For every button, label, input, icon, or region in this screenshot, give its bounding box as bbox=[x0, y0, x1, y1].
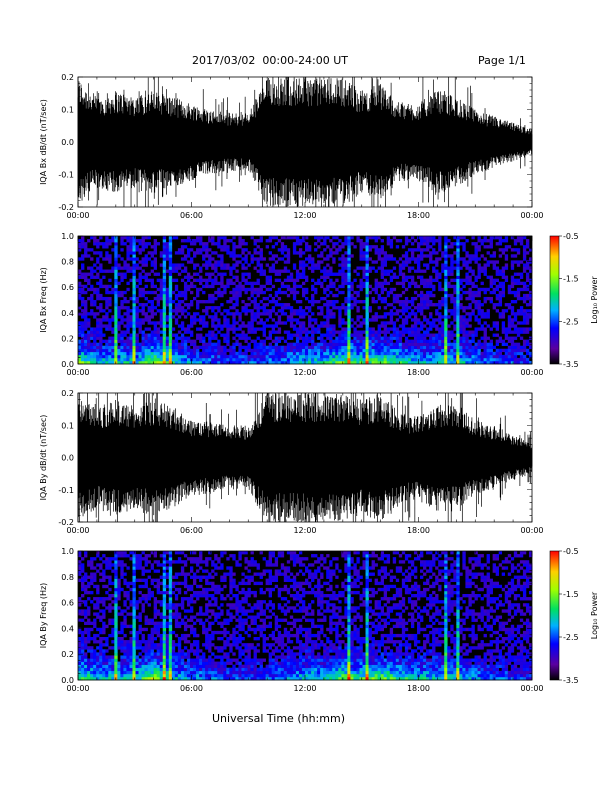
x-tick-label: 06:00 bbox=[180, 368, 203, 377]
y-tick-label: 0.0 bbox=[61, 676, 74, 685]
y-tick-label: -0.2 bbox=[58, 518, 74, 527]
axis-ticks bbox=[77, 550, 533, 681]
x-tick-label: 00:00 bbox=[520, 526, 543, 535]
colorbar-tick-label: -3.5 bbox=[563, 676, 579, 685]
x-tick-label: 18:00 bbox=[407, 368, 430, 377]
y-tick-label: 0.6 bbox=[61, 599, 74, 608]
panel-2: -0.5 -1.5 -2.5 -3.5 Log₁₀ Power 0.0 0.2 0.4 0.6 0… bbox=[39, 232, 599, 377]
x-tick-label: 00:00 bbox=[66, 526, 89, 535]
x-tick-label: 00:00 bbox=[520, 211, 543, 220]
panel-1: -0.2 -0.1 0.0 0.1 0.2 00:00 06:00 12:00 18:00 00:… bbox=[39, 73, 544, 220]
y-tick-label: 1.0 bbox=[61, 232, 74, 241]
y-axis-label: IQA Bx dB/dt (nT/sec) bbox=[39, 99, 48, 185]
y-tick-label: 0.6 bbox=[61, 283, 74, 292]
x-tick-label: 12:00 bbox=[293, 526, 316, 535]
waveform-trace bbox=[77, 77, 533, 207]
y-tick-label: 0.2 bbox=[61, 650, 74, 659]
y-tick-label: -0.1 bbox=[58, 171, 74, 180]
y-tick-label: 0.2 bbox=[61, 73, 74, 82]
colorbar bbox=[549, 550, 560, 681]
colorbar-tick-label: -2.5 bbox=[563, 633, 579, 642]
colorbar-label: Log₁₀ Power bbox=[590, 276, 599, 324]
x-tick-label: 12:00 bbox=[293, 684, 316, 693]
y-tick-label: 0.8 bbox=[61, 573, 74, 582]
y-tick-label: -0.1 bbox=[58, 486, 74, 495]
y-tick-label: 0.0 bbox=[61, 138, 74, 147]
x-tick-label: 06:00 bbox=[180, 684, 203, 693]
x-tick-label: 18:00 bbox=[407, 684, 430, 693]
axis-ticks bbox=[77, 235, 533, 365]
y-tick-label: 0.2 bbox=[61, 334, 74, 343]
x-tick-label: 00:00 bbox=[66, 684, 89, 693]
colorbar-tick-label: -3.5 bbox=[563, 360, 579, 369]
y-tick-label: 0.8 bbox=[61, 258, 74, 267]
page-indicator: Page 1/1 bbox=[478, 54, 526, 67]
x-tick-label: 00:00 bbox=[66, 368, 89, 377]
y-tick-label: 0.2 bbox=[61, 389, 74, 398]
colorbar-tick-label: -2.5 bbox=[563, 317, 579, 326]
axis-ticks bbox=[77, 392, 533, 523]
colorbar-tick-label: -0.5 bbox=[563, 547, 579, 556]
axis-ticks bbox=[77, 76, 533, 208]
y-axis-label: IQA By Freq (Hz) bbox=[39, 583, 48, 649]
colorbar-tick-label: -1.5 bbox=[563, 590, 579, 599]
colorbar-tick-label: -0.5 bbox=[563, 232, 579, 241]
y-tick-label: 0.1 bbox=[61, 421, 74, 430]
x-axis-label: Universal Time (hh:mm) bbox=[212, 712, 345, 725]
colorbar-label: Log₁₀ Power bbox=[590, 591, 599, 639]
x-tick-label: 12:00 bbox=[293, 368, 316, 377]
y-tick-label: 0.1 bbox=[61, 106, 74, 115]
panel-3: -0.2 -0.1 0.0 0.1 0.2 00:00 06:00 12:00 18:00 00:… bbox=[39, 389, 544, 535]
waveform-trace bbox=[77, 393, 533, 522]
panel-4: -0.5 -1.5 -2.5 -3.5 Log₁₀ Power 0.0 0.2 0.4 0.6 0… bbox=[39, 547, 599, 693]
y-tick-label: 0.4 bbox=[61, 309, 74, 318]
y-axis-label: IQA Bx Freq (Hz) bbox=[39, 267, 48, 333]
x-tick-label: 00:00 bbox=[520, 684, 543, 693]
x-tick-label: 18:00 bbox=[407, 526, 430, 535]
y-tick-label: 0.4 bbox=[61, 624, 74, 633]
y-tick-label: 0.0 bbox=[61, 454, 74, 463]
colorbar-tick-label: -1.5 bbox=[563, 275, 579, 284]
y-tick-label: 1.0 bbox=[61, 547, 74, 556]
x-tick-label: 00:00 bbox=[66, 211, 89, 220]
spectrogram-cells bbox=[78, 236, 533, 365]
y-tick-label: 0.0 bbox=[61, 360, 74, 369]
x-tick-label: 00:00 bbox=[520, 368, 543, 377]
report-title: 2017/03/02 00:00-24:00 UT bbox=[192, 54, 349, 67]
x-tick-label: 06:00 bbox=[180, 211, 203, 220]
y-axis-label: IQA By dB/dt (nT/sec) bbox=[39, 415, 48, 501]
x-tick-label: 06:00 bbox=[180, 526, 203, 535]
spectrogram-cells bbox=[78, 551, 533, 681]
colorbar bbox=[549, 235, 560, 365]
y-tick-label: -0.2 bbox=[58, 203, 74, 212]
x-tick-label: 12:00 bbox=[293, 211, 316, 220]
x-tick-label: 18:00 bbox=[407, 211, 430, 220]
